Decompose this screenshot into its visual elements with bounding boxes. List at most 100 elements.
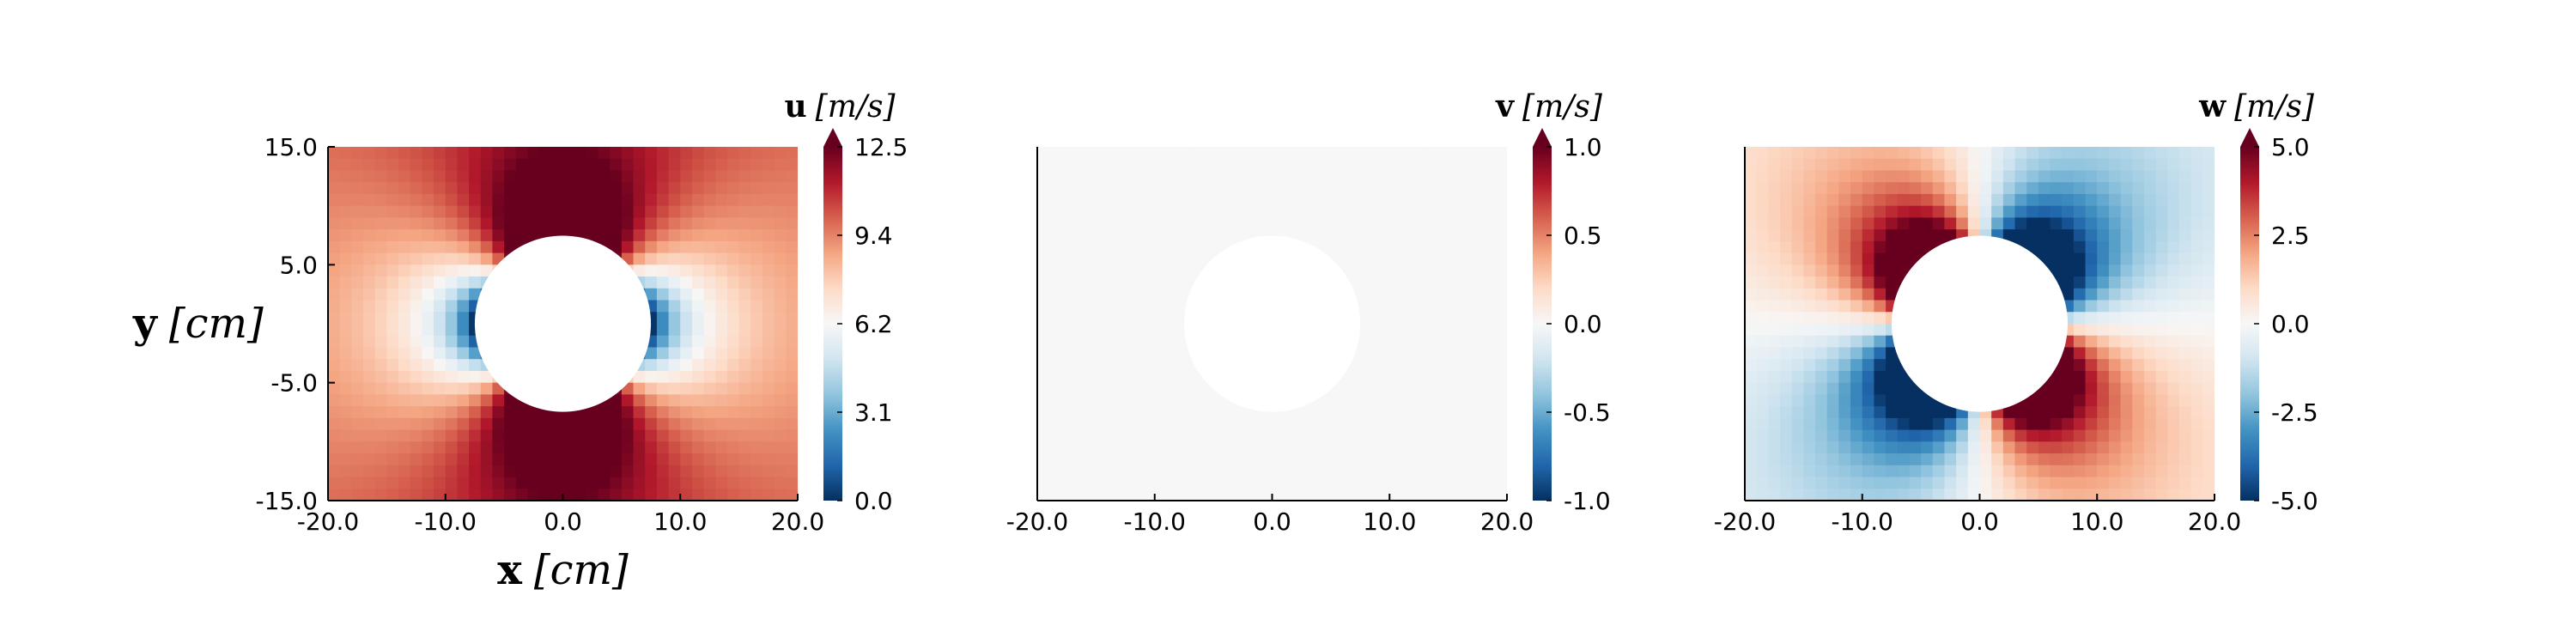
heatmap-cell [1745, 158, 1758, 172]
heatmap-cell [1178, 229, 1191, 242]
heatmap-cell [1874, 182, 1886, 195]
heatmap-cell [1932, 406, 1946, 419]
heatmap-cell [386, 429, 399, 442]
heatmap-cell [398, 382, 411, 395]
heatmap-cell [2155, 324, 2168, 337]
heatmap-cell [445, 147, 459, 160]
heatmap-cell [527, 429, 540, 442]
heatmap-cell [1365, 477, 1379, 489]
heatmap-cell [434, 441, 447, 454]
heatmap-cell [691, 382, 705, 395]
heatmap-cell [1354, 276, 1367, 289]
heatmap-cell [562, 429, 575, 442]
heatmap-cell [1745, 324, 1758, 337]
heatmap-cell [1260, 147, 1273, 160]
heatmap-cell [1295, 406, 1309, 419]
heatmap-cell [715, 465, 728, 478]
heatmap-cell [1389, 288, 1402, 301]
heatmap-cell [2014, 453, 2027, 466]
heatmap-cell [422, 477, 434, 489]
heatmap-cell [492, 394, 505, 407]
heatmap-cell [645, 147, 658, 160]
heatmap-cell [1330, 453, 1344, 466]
heatmap-cell [1967, 205, 1981, 218]
heatmap-cell [1213, 453, 1226, 466]
heatmap-cell [1838, 453, 1851, 466]
heatmap-cell [774, 347, 787, 360]
heatmap-cell [1850, 252, 1863, 265]
heatmap-cell [2178, 335, 2192, 349]
heatmap-cell [668, 347, 681, 360]
heatmap-cell [1365, 182, 1379, 195]
heatmap-cell [1037, 288, 1050, 301]
heatmap-cell [1495, 489, 1507, 501]
heatmap-cell [1803, 347, 1816, 360]
heatmap-cell [1365, 158, 1379, 172]
heatmap-cell [738, 347, 751, 360]
heatmap-cell [515, 170, 529, 183]
heatmap-cell [680, 217, 693, 230]
heatmap-cell [1815, 406, 1828, 419]
heatmap-cell [1956, 429, 1969, 442]
heatmap-cell [1249, 417, 1261, 431]
heatmap-cell [1956, 170, 1969, 183]
heatmap-cell [726, 429, 740, 442]
heatmap-cell [527, 147, 540, 160]
heatmap-cell [1897, 441, 1911, 454]
heatmap-cell [562, 477, 575, 489]
heatmap-cell [2050, 158, 2063, 172]
heatmap-cell [2097, 382, 2110, 395]
heatmap-cell [1921, 489, 1934, 501]
heatmap-cell [2002, 193, 2016, 207]
heatmap-cell [363, 312, 376, 325]
heatmap-cell [1826, 335, 1839, 349]
heatmap-cell [1791, 359, 1804, 372]
heatmap-cell [1131, 382, 1144, 395]
heatmap-cell [1745, 417, 1758, 431]
heatmap-cell [2108, 182, 2122, 195]
heatmap-cell [1425, 406, 1437, 419]
heatmap-cell [598, 217, 611, 230]
heatmap-cell [1991, 453, 2004, 466]
heatmap-cell [2202, 312, 2215, 325]
heatmap-cell [1154, 276, 1168, 289]
heatmap-cell [1166, 441, 1179, 454]
heatmap-cell [1330, 182, 1344, 195]
heatmap-cell [1791, 489, 1804, 501]
heatmap-cell [1862, 417, 1875, 431]
heatmap-cell [1460, 359, 1473, 372]
heatmap-cell [726, 276, 740, 289]
heatmap-cell [328, 288, 341, 301]
heatmap-cell [1471, 182, 1485, 195]
heatmap-cell [2132, 347, 2145, 360]
heatmap-cell [492, 429, 505, 442]
heatmap-cell [339, 347, 352, 360]
heatmap-cell [2073, 489, 2087, 501]
heatmap-cell [2178, 288, 2192, 301]
x-tick-label: 0.0 [544, 507, 582, 536]
heatmap-cell [2143, 193, 2157, 207]
heatmap-cell [1166, 205, 1179, 218]
heatmap-cell [621, 182, 635, 195]
heatmap-cell [1921, 453, 1934, 466]
heatmap-cell [726, 252, 740, 265]
heatmap-cell [726, 300, 740, 313]
heatmap-cell [1295, 193, 1309, 207]
heatmap-cell [445, 158, 459, 172]
heatmap-cell [1850, 347, 1863, 360]
heatmap-cell [2132, 147, 2145, 160]
heatmap-cell [1436, 170, 1449, 183]
heatmap-cell [1425, 170, 1437, 183]
heatmap-cell [656, 276, 670, 289]
heatmap-cell [434, 229, 447, 242]
heatmap-cell [1189, 453, 1203, 466]
heatmap-cell [2132, 252, 2145, 265]
heatmap-cell [527, 465, 540, 478]
heatmap-cell [339, 205, 352, 218]
heatmap-cell [1119, 205, 1132, 218]
heatmap-cell [1745, 147, 1758, 160]
heatmap-cell [1307, 406, 1320, 419]
heatmap-cell [1319, 193, 1332, 207]
heatmap-cell [1932, 158, 1946, 172]
heatmap-cell [774, 288, 787, 301]
